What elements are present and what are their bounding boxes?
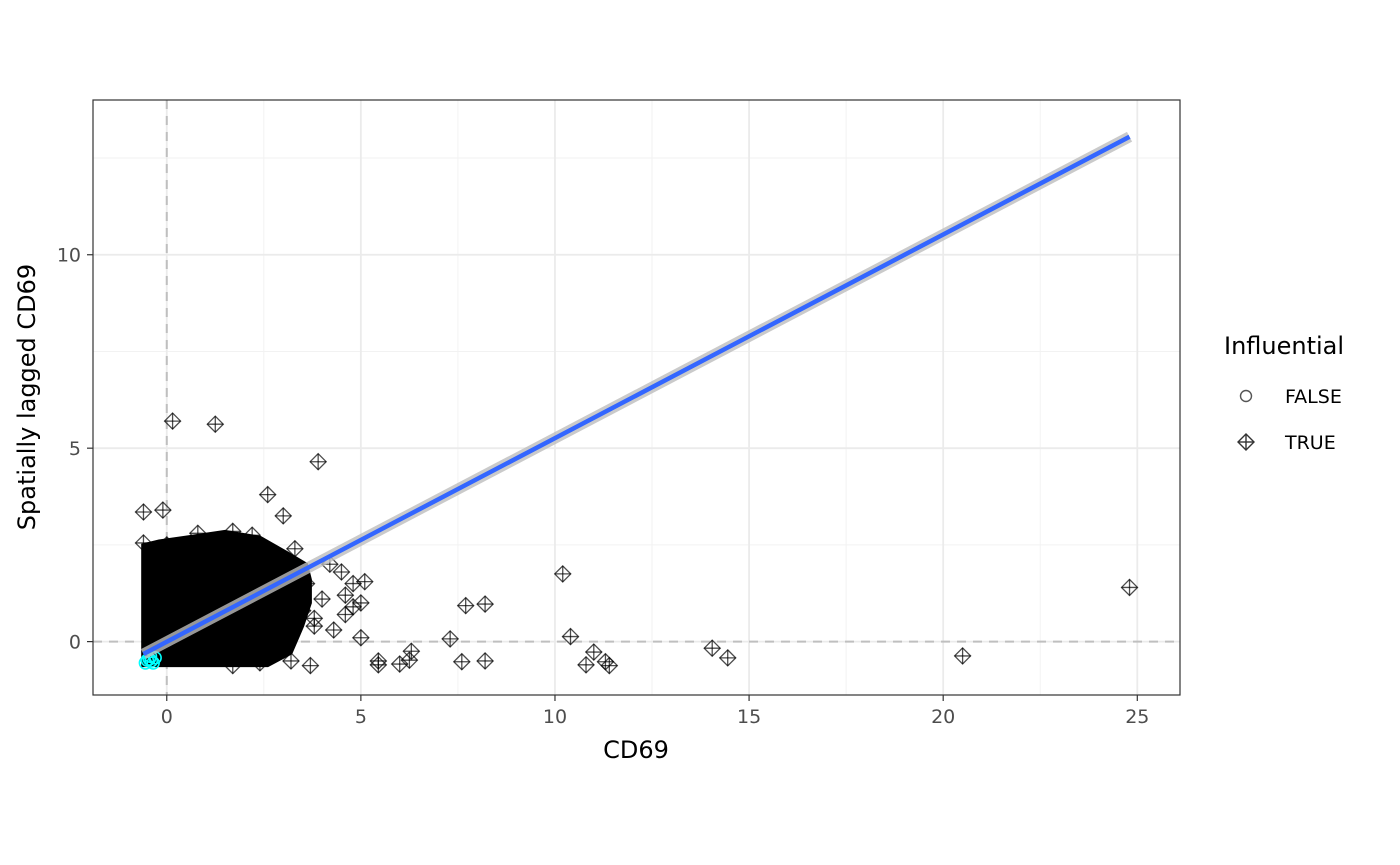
- data-point-true: [297, 574, 316, 593]
- y-axis-title: Spatially lagged CD69: [13, 264, 41, 530]
- data-point-true: [332, 563, 351, 581]
- data-point-true: [400, 651, 419, 670]
- data-point-true: [577, 655, 595, 674]
- legend-label-true: TRUE: [1284, 432, 1336, 454]
- y-tick-label: 10: [57, 245, 81, 267]
- data-point-true: [456, 596, 475, 615]
- data-point-true: [134, 503, 153, 521]
- legend-label-false: FALSE: [1285, 386, 1342, 408]
- data-point-true: [301, 656, 320, 675]
- diamond-plus-icon: [1237, 433, 1255, 451]
- data-point-true: [441, 629, 460, 648]
- data-point-true: [285, 539, 304, 558]
- data-point-true: [313, 590, 331, 608]
- circle-icon: [1239, 389, 1253, 403]
- data-point-true: [351, 594, 370, 612]
- data-point-true: [355, 572, 374, 591]
- legend-entry-true: TRUE: [1237, 432, 1336, 454]
- data-point-true: [336, 605, 355, 624]
- x-tick-label: 0: [161, 706, 173, 728]
- data-point-true: [157, 535, 176, 554]
- y-axis: 0 5 10: [57, 245, 93, 654]
- data-point-true: [258, 485, 277, 504]
- x-axis: 0 5 10 15 20 25: [161, 695, 1149, 728]
- data-point-true: [476, 595, 495, 614]
- data-point-true: [153, 501, 172, 519]
- x-tick-label: 15: [737, 706, 761, 728]
- data-point-true: [336, 586, 355, 605]
- legend-entry-false: FALSE: [1239, 386, 1342, 408]
- data-point-true: [703, 639, 722, 658]
- data-point-true: [351, 628, 370, 647]
- data-point-true: [476, 652, 495, 670]
- series-true-points: [134, 412, 1139, 675]
- regression-line: [142, 134, 1131, 656]
- data-point-true: [561, 627, 580, 646]
- legend-title: Influential: [1224, 332, 1344, 360]
- data-point-true: [584, 643, 603, 661]
- data-point-true: [600, 656, 619, 675]
- x-tick-label: 25: [1125, 706, 1149, 728]
- data-point-true: [274, 506, 293, 525]
- data-point-true: [188, 524, 207, 543]
- data-point-true: [553, 564, 572, 583]
- data-point-true: [293, 601, 312, 620]
- data-point-true: [402, 642, 421, 661]
- data-point-true: [953, 647, 972, 665]
- data-point-true: [206, 415, 225, 434]
- data-point-true: [251, 653, 269, 672]
- data-point-true: [223, 522, 242, 541]
- data-point-true: [718, 648, 737, 667]
- x-axis-title: CD69: [603, 736, 669, 764]
- x-tick-label: 10: [543, 706, 567, 728]
- data-point-true: [305, 609, 324, 628]
- data-point-true: [309, 452, 328, 471]
- data-point-true: [324, 621, 343, 639]
- data-point-true: [1120, 578, 1139, 597]
- data-point-true: [282, 652, 300, 670]
- data-point-true: [223, 656, 242, 675]
- y-tick-label: 0: [69, 632, 81, 654]
- data-point-true: [452, 652, 471, 671]
- legend: Influential FALSE TRUE: [1224, 332, 1344, 454]
- x-tick-label: 20: [931, 706, 955, 728]
- y-tick-label: 5: [69, 438, 81, 460]
- data-point-true: [163, 412, 182, 431]
- data-point-true: [134, 534, 153, 552]
- data-point-true: [369, 655, 388, 674]
- minor-gridlines: [93, 100, 1180, 695]
- x-tick-label: 5: [355, 706, 367, 728]
- plot-panel-border: [92, 99, 1181, 696]
- data-point-true: [243, 526, 262, 545]
